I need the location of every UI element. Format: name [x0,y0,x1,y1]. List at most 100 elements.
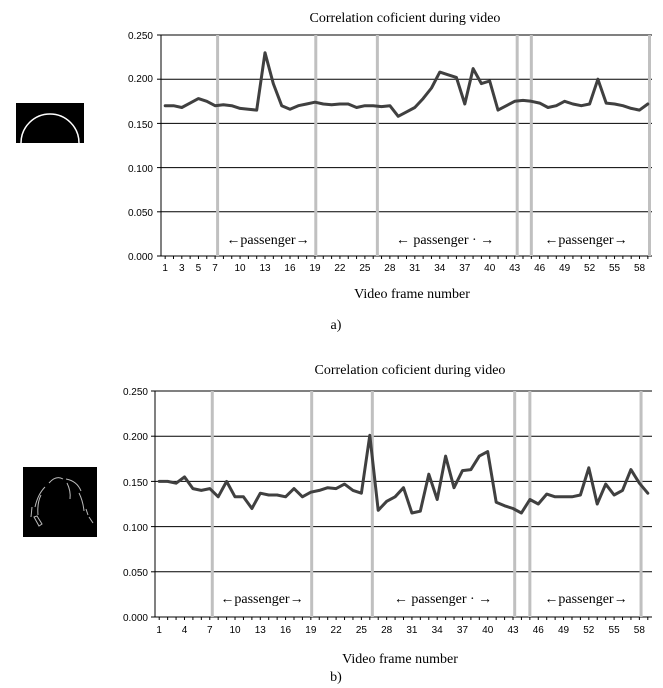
data-point [421,97,425,100]
y-tick-label: 0.050 [128,208,153,219]
data-point [334,487,338,490]
x-tick-label: 46 [533,625,545,636]
x-tick-label: 13 [255,625,267,636]
data-point [233,495,237,498]
data-point [301,495,304,498]
chart-a: Correlation coficient during video 0.250… [128,11,652,302]
x-tick-label: 52 [584,263,596,274]
data-point [396,115,400,118]
data-line [163,51,650,118]
x-tick-label: 1 [156,625,162,636]
y-tick-label: 0.250 [128,31,153,42]
data-point [638,482,641,485]
data-point [537,502,540,506]
data-point [255,108,258,112]
chart-b-x-axis-label: Video frame number [342,652,458,667]
data-point [469,468,473,471]
data-point [180,106,184,109]
data-point [216,495,220,498]
chart-a-markers [216,35,652,256]
data-point [363,104,367,107]
x-tick-label: 49 [559,263,571,274]
chart-a-annotation-1: ←passenger→ [226,233,309,248]
data-point [309,491,313,494]
data-point [188,101,192,105]
y-tick-label: 0.000 [123,613,148,624]
chart-a-series [163,51,650,118]
data-point [505,104,508,107]
x-tick-label: 4 [182,625,188,636]
x-tick-label: 13 [259,263,271,274]
data-point [191,487,195,490]
x-tick-label: 40 [482,625,494,636]
data-point [579,493,582,497]
data-point [272,82,275,85]
y-tick-label: 0.050 [123,568,148,579]
data-point [546,106,550,109]
data-point [480,82,483,85]
x-tick-label: 34 [434,263,446,274]
data-point [587,466,591,470]
data-point [605,101,608,105]
x-tick-label: 7 [212,263,218,274]
data-point [646,102,650,106]
data-point [172,104,175,107]
data-point [410,511,414,515]
data-point [513,100,516,103]
y-tick-label: 0.000 [128,252,153,263]
x-tick-label: 31 [409,263,421,274]
data-point [444,454,447,458]
data-point [488,79,491,83]
data-point [555,104,558,107]
chart-a-x-tick-labels: 1 3 5 7 10 13 16 19 22 25 28 31 34 37 40 43 46 49 52 55 58 [162,263,645,274]
data-point [242,495,245,498]
y-tick-label: 0.200 [123,432,148,443]
chart-a-grid [157,34,652,259]
y-tick-label: 0.100 [128,164,153,175]
data-point [393,495,397,498]
x-tick-label: 49 [558,625,570,636]
data-point [419,510,422,513]
data-point [486,450,489,453]
data-point [297,104,300,107]
x-tick-label: 34 [432,625,444,636]
data-point [570,495,574,498]
x-tick-label: 58 [634,625,646,636]
data-point [377,509,380,512]
data-point [163,104,167,107]
data-point [284,495,287,498]
data-point [338,102,342,106]
data-point [288,108,292,111]
x-tick-label: 22 [334,263,346,274]
x-tick-label: 46 [534,263,546,274]
data-point [380,105,383,108]
x-tick-label: 40 [484,263,496,274]
data-point [174,482,178,485]
x-tick-label: 37 [459,263,471,274]
data-point [629,107,633,110]
x-tick-label: 43 [509,263,521,274]
data-point [503,504,506,508]
data-point [225,480,228,483]
chart-a-title: Correlation coficient during video [310,11,501,26]
data-point [621,489,624,492]
data-point [263,51,267,54]
y-tick-label: 0.150 [123,478,148,489]
data-point [326,486,329,489]
data-point [588,102,591,106]
data-point [213,104,217,107]
data-point [471,67,475,70]
x-tick-label: 43 [507,625,519,636]
chart-b-annotation-2: ← passenger · → [394,592,492,607]
x-tick-label: 31 [406,625,418,636]
x-tick-label: 55 [609,263,621,274]
data-point [205,100,208,103]
data-point [360,491,363,495]
data-point [166,480,169,483]
chart-b-grid [151,390,652,620]
data-point [343,482,346,486]
chart-a-annotation-2: ← passenger · → [396,233,494,248]
data-point [318,489,321,492]
x-tick-label: 52 [583,625,595,636]
data-point [250,507,254,510]
